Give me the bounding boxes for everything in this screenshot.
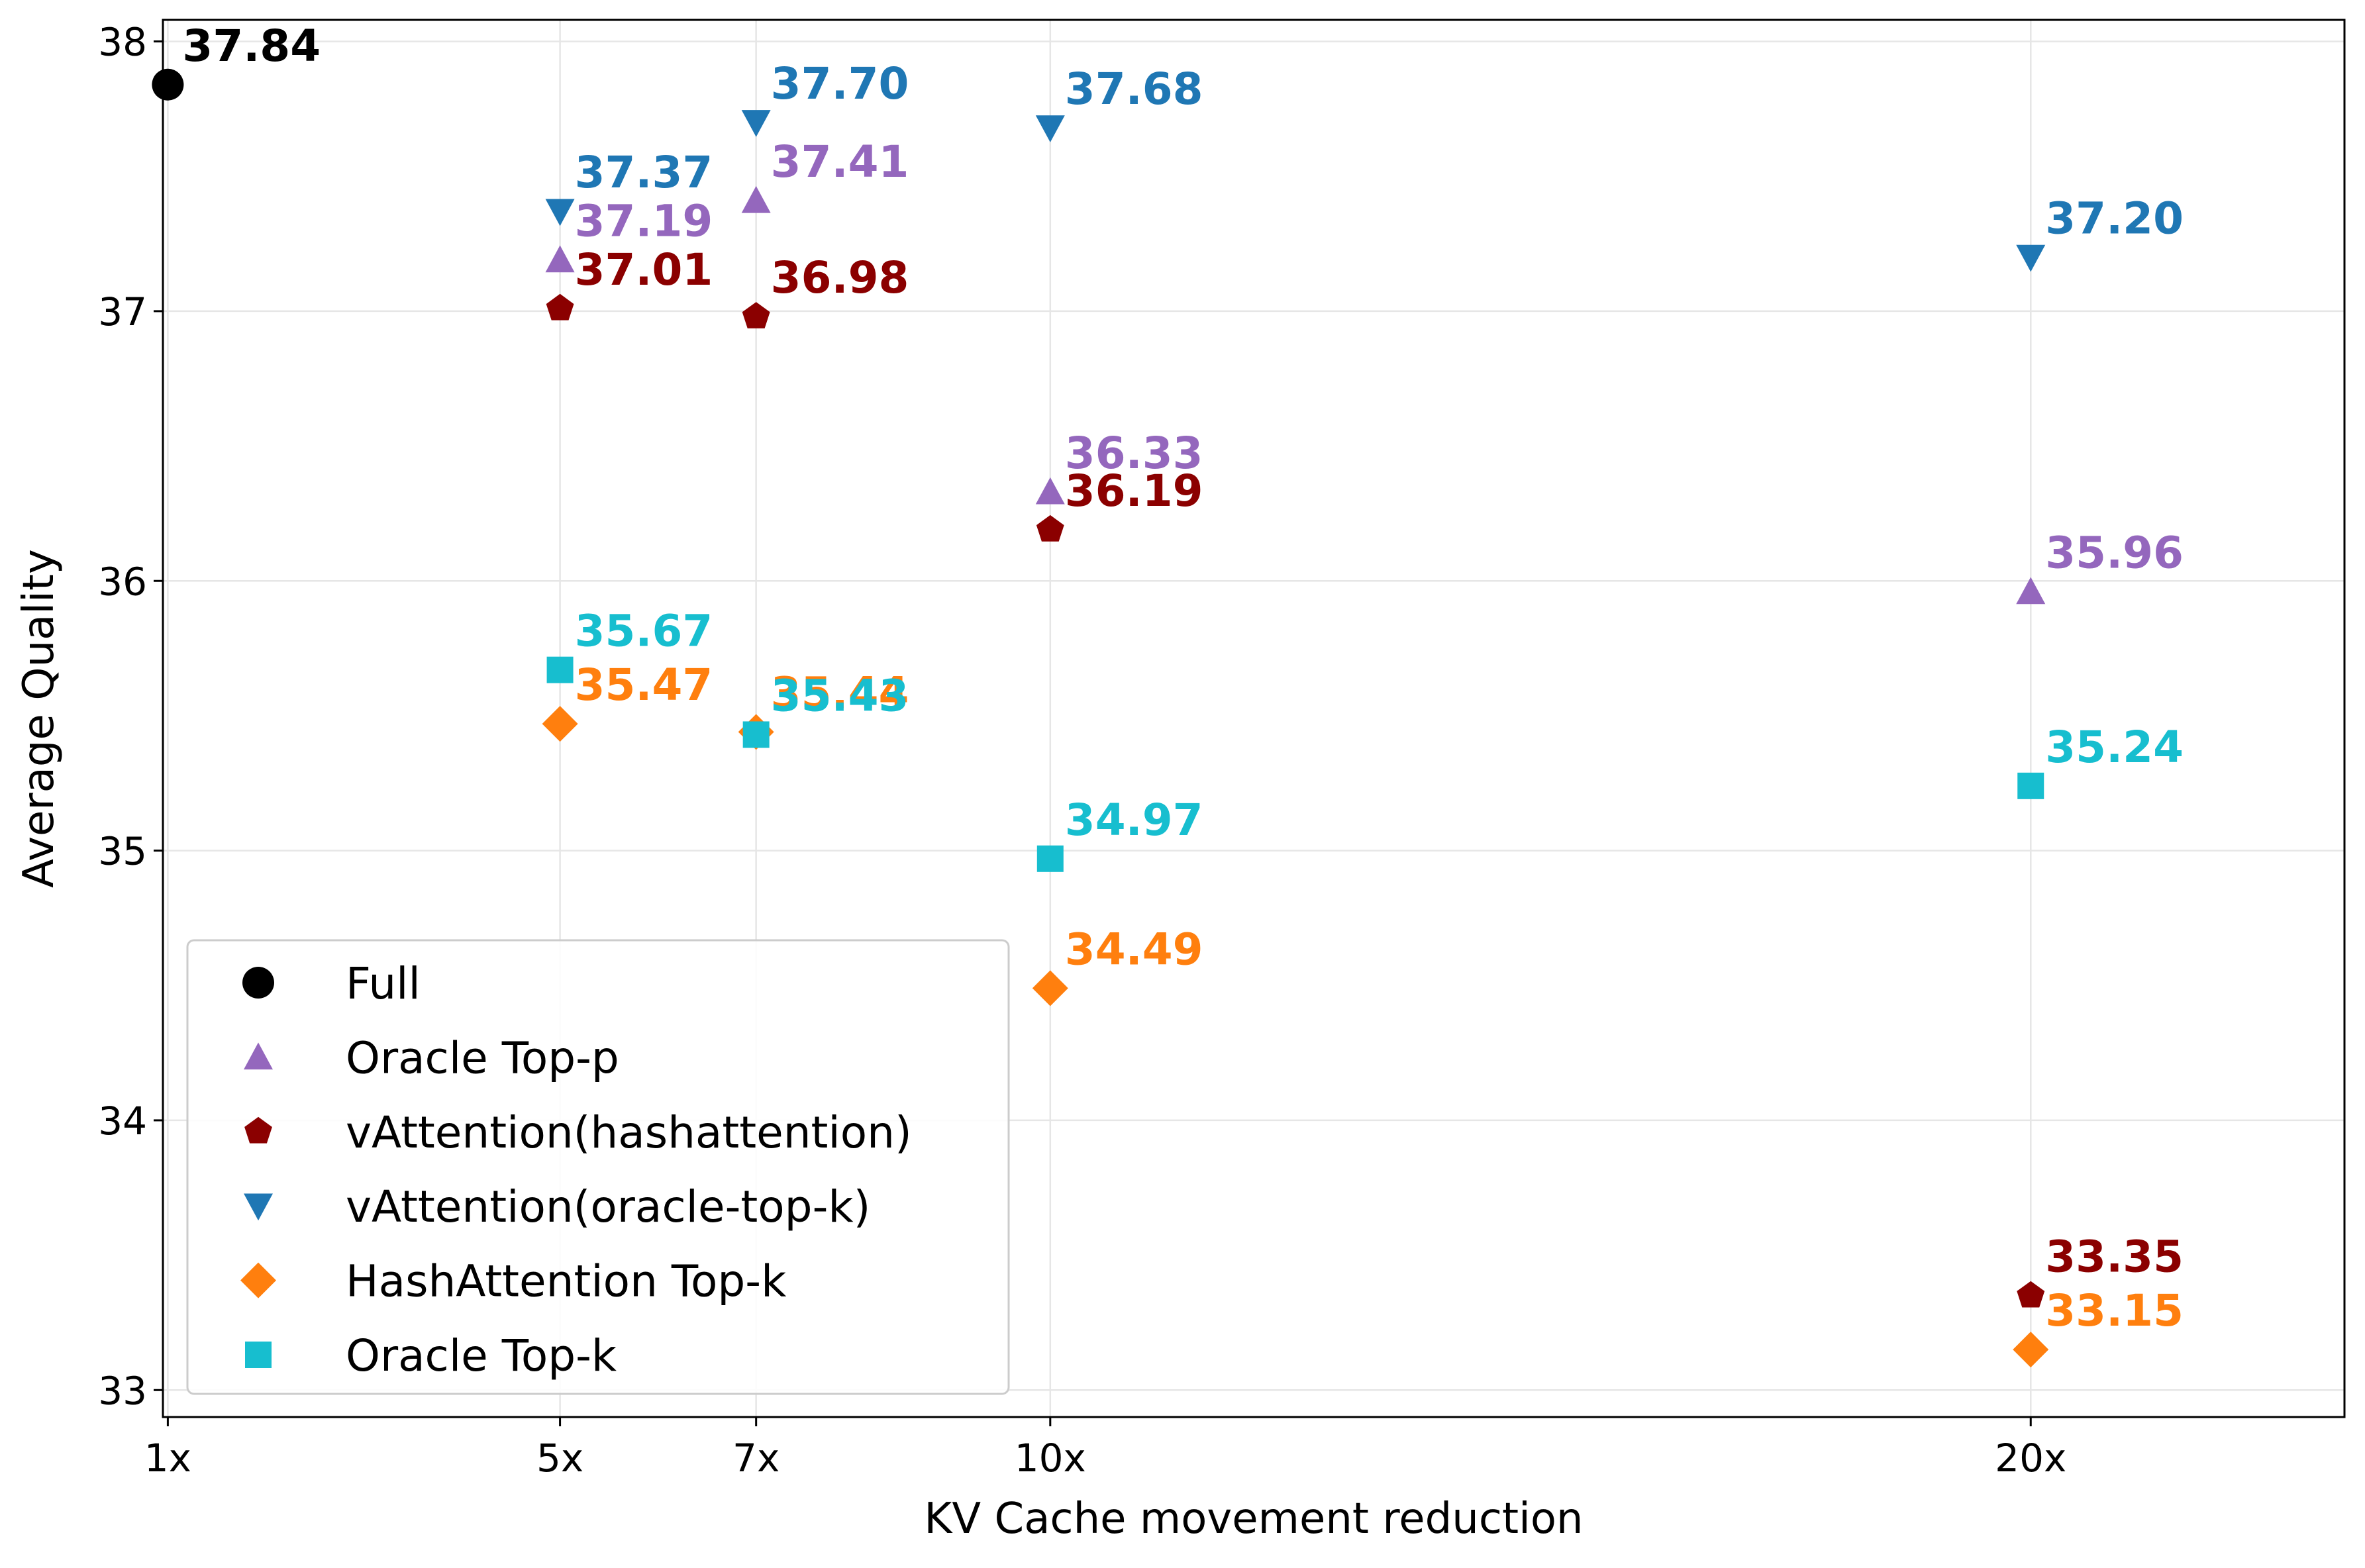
legend-box: [186, 939, 1010, 1395]
y-tick-label: 36: [98, 559, 147, 604]
data-point: [2017, 772, 2044, 799]
legend-entry: Oracle Top-p: [346, 1032, 619, 1083]
legend-marker: [245, 1342, 272, 1368]
legend-marker: [244, 1193, 273, 1221]
data-label: 37.70: [771, 58, 909, 109]
data-point: [152, 68, 184, 101]
y-axis-title: Average Quality: [15, 549, 64, 888]
data-label: 37.20: [2045, 193, 2184, 244]
data-point: [1032, 970, 1068, 1006]
legend: Full Oracle Top-p vAttention(hashattention…: [186, 939, 1010, 1395]
data-label: 37.01: [575, 244, 713, 295]
data-point: [546, 293, 574, 320]
data-point: [545, 199, 575, 226]
x-tick-label: 1x: [144, 1436, 191, 1481]
data-label: 33.35: [2045, 1232, 2184, 1283]
legend-marker: [242, 967, 274, 999]
data-label: 37.19: [575, 196, 713, 247]
data-label: 37.84: [182, 21, 321, 72]
x-axis-title: KV Cache movement reduction: [924, 1494, 1583, 1544]
plot-frame: [162, 19, 2346, 1418]
data-label: 35.43: [771, 670, 909, 721]
data-label: 37.41: [771, 136, 909, 187]
data-point: [2013, 1332, 2049, 1368]
data-labels: 37.84 37.19 37.41 36.33 35.96 37.01 36.98 36.19…: [182, 21, 2184, 1336]
y-tick-label: 35: [98, 829, 147, 874]
data-point: [742, 721, 770, 748]
data-label: 34.49: [1065, 924, 1203, 975]
data-point: [545, 245, 575, 273]
y-tick-label: 34: [98, 1099, 147, 1144]
x-axis-ticks: 1x 5x 7x 10x 20x: [144, 1417, 2066, 1481]
y-tick-label: 38: [98, 20, 147, 65]
legend-entry: Oracle Top-k: [346, 1330, 617, 1381]
legend-entry: vAttention(hashattention): [346, 1107, 912, 1158]
y-tick-label: 37: [98, 289, 147, 334]
data-label: 37.37: [575, 147, 713, 198]
legend-marker: [240, 1262, 276, 1298]
data-point: [741, 185, 771, 213]
data-point: [1036, 514, 1064, 542]
legend-entry: HashAttention Top-k: [346, 1256, 787, 1307]
data-label: 35.96: [2045, 528, 2184, 579]
data-label: 33.15: [2045, 1285, 2184, 1336]
data-label: 35.67: [575, 606, 713, 657]
data-label: 35.24: [2045, 722, 2184, 773]
x-tick-label: 5x: [536, 1436, 583, 1481]
data-point: [2017, 1281, 2045, 1308]
data-point: [542, 706, 578, 742]
data-label: 35.44: [771, 667, 909, 718]
legend-entry: vAttention(oracle-top-k): [346, 1181, 870, 1232]
data-markers: [152, 68, 2049, 1368]
data-point: [1036, 845, 1064, 872]
data-label: 35.47: [575, 660, 713, 710]
legend-entry: Full: [346, 958, 421, 1009]
data-label: 34.97: [1065, 795, 1203, 846]
x-tick-label: 10x: [1015, 1436, 1086, 1481]
x-tick-label: 20x: [1995, 1436, 2066, 1481]
data-point: [2016, 577, 2046, 605]
data-label: 37.68: [1065, 64, 1203, 115]
data-label: 36.98: [771, 252, 909, 303]
data-point: [1035, 477, 1065, 505]
x-tick-label: 7x: [732, 1436, 780, 1481]
legend-marker: [244, 1116, 272, 1144]
data-point: [2016, 244, 2046, 272]
legend-marker: [244, 1042, 273, 1070]
data-label: 36.33: [1065, 428, 1203, 479]
y-tick-label: 33: [98, 1368, 147, 1413]
data-point: [546, 656, 574, 683]
data-point: [742, 302, 770, 328]
data-point: [1035, 115, 1065, 142]
data-label: 36.19: [1065, 466, 1203, 516]
data-point: [741, 110, 771, 137]
y-axis-ticks: 33 34 35 36 37 38: [98, 20, 163, 1413]
